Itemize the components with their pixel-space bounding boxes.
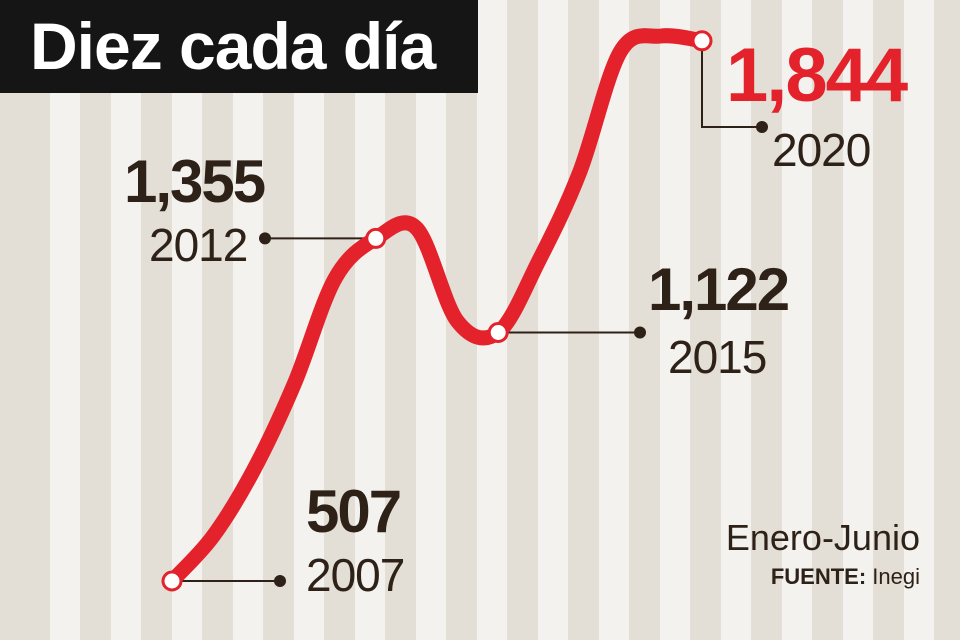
background-stripe (782, 0, 812, 640)
leader-line-2012-dot (259, 232, 271, 245)
background-stripe (50, 0, 80, 640)
leader-line-2007-dot (274, 575, 286, 587)
year-label-2020: 2020 (772, 124, 871, 176)
value-label-2015: 1,122 (648, 256, 790, 323)
background-stripe (538, 0, 568, 640)
year-label-2007: 2007 (306, 549, 405, 601)
year-label-2012: 2012 (149, 219, 248, 271)
title-bar: Diez cada día (0, 0, 478, 93)
leader-lines (172, 40, 768, 587)
data-point-2012 (365, 227, 387, 249)
source-value: Inegi (872, 564, 920, 589)
background-stripe (233, 0, 263, 640)
background-stripe (355, 0, 385, 640)
background-stripe (660, 0, 690, 640)
period-note: Enero-Junio (725, 517, 920, 558)
background-stripe (904, 0, 934, 640)
leader-line-2020-dot (756, 121, 768, 133)
background-stripe (721, 0, 751, 640)
source-note: FUENTE: Inegi (771, 564, 920, 590)
background-stripe (843, 0, 873, 640)
series-line (164, 28, 710, 589)
chart-title: Diez cada día (30, 9, 436, 83)
leader-line-2015-dot (634, 326, 646, 339)
leader-line-2020 (701, 40, 762, 128)
year-label-2015: 2015 (668, 331, 767, 383)
background-stripe (416, 0, 446, 640)
data-point-2015 (487, 322, 509, 343)
background-stripe (111, 0, 141, 640)
value-label-2007: 507 (306, 478, 402, 545)
value-label-2020: 1,844 (726, 33, 908, 118)
data-point-2020 (691, 30, 713, 52)
value-label-2012: 1,355 (124, 148, 266, 215)
data-points (161, 30, 713, 592)
data-point-2007 (161, 570, 183, 592)
background-stripe (172, 0, 202, 640)
source-label: FUENTE: (770, 564, 867, 589)
